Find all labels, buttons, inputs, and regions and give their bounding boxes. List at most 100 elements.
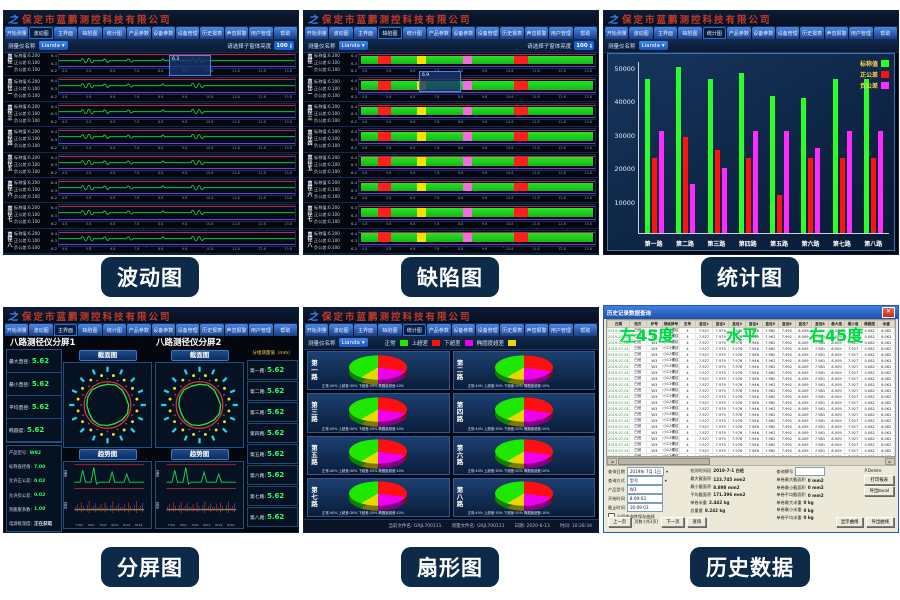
table-row[interactable]: 2019-07-01 白班 W3 小12螺纹 4 7.927 7.979 7.976 7.946…	[607, 339, 895, 346]
menu-item[interactable]: 设备参数	[451, 27, 475, 39]
table-row[interactable]: 2019-07-01 白班 W3 小12螺纹 4 7.927 7.979 7.976 7.946…	[607, 447, 895, 454]
menu-item[interactable]: 历史报表	[200, 324, 224, 336]
table-row[interactable]: 2019-07-01 白班 W3 小12螺纹 4 7.927 7.979 7.976 7.946…	[607, 363, 895, 370]
menu-item[interactable]: 统计图	[102, 324, 127, 336]
menu-item[interactable]: 用户管理	[249, 324, 273, 336]
table-row[interactable]: 2019-07-01 白班 W3 小12螺纹 4 7.927 7.979 7.976 7.946…	[607, 381, 895, 388]
table-row[interactable]: 2019-07-01 白班 W3 小12螺纹 4 7.927 7.979 7.976 7.946…	[607, 405, 895, 412]
menu-item[interactable]: 声音报警	[224, 27, 249, 39]
menu-item[interactable]: 设备管理	[475, 27, 500, 39]
scroll-left-arrow[interactable]: ◄	[607, 458, 617, 465]
scroll-right-arrow[interactable]: ►	[885, 458, 895, 465]
plot-column: 4.8 5.8 6.8 7.8 8.8 9.8 10.8 11.8 12.8 13.8	[358, 204, 596, 226]
gauge-select[interactable]: Lianda ▾	[338, 41, 368, 50]
menu-item[interactable]: 帮助	[273, 27, 298, 39]
menu-item[interactable]: 帮助	[573, 27, 598, 39]
menu-item[interactable]: 产品参数	[127, 27, 151, 39]
menu-item[interactable]: 产品参数	[427, 324, 451, 336]
menu-item[interactable]: 历史报表	[800, 27, 824, 39]
menu-item[interactable]: 产品参数	[427, 27, 451, 39]
menu-item[interactable]: 声音报警	[824, 27, 849, 39]
menu-item[interactable]: 主界面	[353, 27, 378, 39]
menu-item[interactable]: 缺陷图	[378, 324, 402, 336]
menu-item[interactable]: 开始测量	[5, 324, 29, 336]
menu-item[interactable]: 缺陷图	[378, 27, 402, 39]
spinner-arrows-icon[interactable]: ▲ ▼	[590, 42, 592, 49]
menu-item[interactable]: 设备参数	[751, 27, 775, 39]
menu-item[interactable]: 设备参数	[151, 324, 175, 336]
gauge-select[interactable]: Lianda ▾	[338, 338, 368, 347]
table-row[interactable]: 2019-07-01 白班 W3 小12螺纹 4 7.927 7.979 7.976 7.946…	[607, 351, 895, 358]
menu-item[interactable]: 波动图	[29, 324, 53, 336]
menu-item[interactable]: 统计图	[402, 27, 427, 39]
menu-item[interactable]: 缺陷图	[678, 27, 702, 39]
brightness-stepper[interactable]: 100 ▲ ▼	[574, 41, 594, 50]
menu-item[interactable]: 历史报表	[200, 27, 224, 39]
menu-item[interactable]: 用户管理	[549, 324, 573, 336]
spinner-arrows-icon[interactable]: ▲ ▼	[290, 42, 292, 49]
show-curve-button[interactable]: 显示曲线	[835, 517, 864, 527]
menu-item[interactable]: 主界面	[653, 27, 678, 39]
menu-item[interactable]: 设备参数	[451, 324, 475, 336]
table-row[interactable]: 2019-07-01 白班 W3 小12螺纹 4 7.927 7.979 7.976 7.946…	[607, 369, 895, 376]
print-report-button[interactable]: 打印报表	[864, 474, 894, 485]
menu-item[interactable]: 缺陷图	[78, 324, 102, 336]
menu-item[interactable]: 主界面	[53, 27, 78, 39]
menu-item[interactable]: 声音报警	[524, 27, 549, 39]
prev-page-button[interactable]: 上一页	[608, 517, 632, 527]
section-title-trend: 趋势图	[170, 449, 229, 460]
table-row[interactable]: 2019-07-01 白班 W3 小12螺纹 4 7.927 7.979 7.976 7.946…	[607, 453, 895, 456]
field-input[interactable]: 8:09:03	[626, 494, 663, 504]
menu-item[interactable]: 历史报表	[500, 27, 524, 39]
menu-item[interactable]: 产品参数	[727, 27, 751, 39]
menu-item[interactable]: 用户管理	[849, 27, 873, 39]
panel-defect: 之保定市蓝鹏测控科技有限公司 开始测量 波动图 主界面 缺陷图 统计图 产品参数 设备参数 设备…	[303, 10, 599, 255]
menu-item[interactable]: 历史报表	[500, 324, 524, 336]
export-curve-button[interactable]: 导出曲线	[866, 517, 894, 527]
menu-item[interactable]: 设备参数	[151, 27, 175, 39]
menu-item[interactable]: 用户管理	[249, 27, 273, 39]
menu-item[interactable]: 帮助	[273, 324, 298, 336]
brightness-stepper[interactable]: 100 ▲ ▼	[274, 41, 294, 50]
field-input[interactable]: 16:09:03	[626, 503, 663, 513]
menu-item[interactable]: 波动图	[329, 27, 353, 39]
menu-item[interactable]: 统计图	[702, 27, 727, 39]
menu-item[interactable]: 开始测量	[605, 27, 629, 39]
menu-item[interactable]: 声音报警	[524, 324, 549, 336]
table-row[interactable]: 2019-07-01 白班 W3 小12螺纹 4 7.927 7.979 7.976 7.946…	[607, 429, 895, 436]
menu-item[interactable]: 用户管理	[549, 27, 573, 39]
menu-item[interactable]: 波动图	[29, 27, 53, 39]
table-row[interactable]: 2019-07-01 白班 W3 小12螺纹 4 7.927 7.979 7.976 7.946…	[607, 357, 895, 364]
menu-item[interactable]: 帮助	[873, 27, 898, 39]
menu-item[interactable]: 波动图	[629, 27, 653, 39]
gauge-select[interactable]: Lianda ▾	[638, 41, 668, 50]
query-grade-input[interactable]	[795, 467, 826, 477]
menu-item[interactable]: 帮助	[573, 324, 598, 336]
menu-item[interactable]: 主界面	[353, 324, 378, 336]
table-row[interactable]: 2019-07-01 白班 W3 小12螺纹 4 7.927 7.979 7.976 7.946…	[607, 435, 895, 442]
field-input[interactable]: W3	[626, 485, 663, 495]
menu-item[interactable]: 主界面	[53, 324, 78, 336]
next-page-button[interactable]: 下一页	[661, 517, 685, 527]
close-button[interactable]: ✕	[882, 307, 895, 318]
query-button[interactable]: 查询	[687, 517, 707, 527]
gauge-select[interactable]: Lianda ▾	[38, 41, 68, 50]
field-input[interactable]: 2019年 7月 1日	[626, 467, 664, 477]
scroll-thumb[interactable]	[618, 458, 710, 465]
field-input[interactable]: 型号	[626, 476, 663, 486]
menu-item[interactable]: 设备管理	[175, 27, 200, 39]
menu-item[interactable]: 开始测量	[305, 27, 329, 39]
horizontal-scrollbar[interactable]: ◄ ►	[606, 457, 896, 466]
menu-item[interactable]: 波动图	[329, 324, 353, 336]
menu-item[interactable]: 声音报警	[224, 324, 249, 336]
menu-item[interactable]: 开始测量	[305, 324, 329, 336]
menu-item[interactable]: 缺陷图	[78, 27, 102, 39]
menu-item[interactable]: 统计图	[402, 324, 427, 336]
menu-item[interactable]: 设备管理	[175, 324, 200, 336]
menu-item[interactable]: 产品参数	[127, 324, 151, 336]
menu-item[interactable]: 开始测量	[5, 27, 29, 39]
menu-item[interactable]: 统计图	[102, 27, 127, 39]
export-excel-button[interactable]: 导出Excel	[864, 486, 894, 496]
menu-item[interactable]: 设备管理	[475, 324, 500, 336]
menu-item[interactable]: 设备管理	[775, 27, 800, 39]
